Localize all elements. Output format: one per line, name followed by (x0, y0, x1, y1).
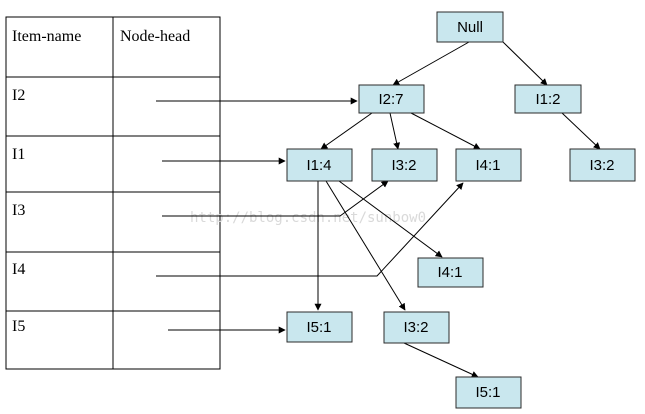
node-links (156, 97, 464, 334)
row-item-i5: I5 (12, 318, 25, 335)
watermark-text: http://blog.csdn.net/sunbow0 (190, 210, 426, 226)
edge-i1-i3 (561, 112, 601, 150)
svg-text:I1:2: I1:2 (535, 91, 560, 108)
node-i3-2-b: I3:2 (383, 311, 450, 344)
row-item-i4: I4 (12, 261, 25, 278)
edge-i3-i5 (403, 342, 479, 378)
node-i1-2: I1:2 (514, 84, 582, 114)
svg-text:I4:1: I4:1 (437, 264, 462, 281)
edge-i2-i3 (389, 112, 401, 150)
row-item-i1: I1 (12, 146, 25, 163)
header-node-head: Node-head (120, 28, 190, 45)
svg-text:I2:7: I2:7 (378, 91, 403, 108)
svg-text:I3:2: I3:2 (403, 319, 428, 336)
svg-text:I5:1: I5:1 (306, 319, 331, 336)
link-i4-head (156, 182, 464, 277)
node-null: Null (436, 11, 504, 43)
svg-text:I3:2: I3:2 (391, 157, 416, 174)
svg-text:I3:2: I3:2 (589, 157, 614, 174)
node-i4-1-b: I4:1 (417, 257, 484, 288)
link-i3-head (162, 180, 389, 217)
node-i2-7: I2:7 (358, 84, 425, 114)
row-item-i3: I3 (12, 202, 25, 219)
svg-text:Null: Null (457, 19, 483, 36)
svg-text:I5:1: I5:1 (475, 384, 500, 401)
node-i5-1-b: I5:1 (455, 376, 522, 409)
header-item-name: Item-name (12, 28, 81, 45)
edge-null-i1 (502, 41, 548, 86)
node-i5-1-a: I5:1 (286, 311, 353, 343)
node-i3-2-a: I3:2 (371, 148, 438, 182)
node-i4-1-a: I4:1 (455, 148, 522, 182)
node-i1-4: I1:4 (286, 148, 353, 182)
edge-i2-i4 (410, 112, 481, 150)
svg-text:I1:4: I1:4 (306, 157, 331, 174)
header-table: Item-name Node-head I2 I1 I3 I4 I5 (5, 16, 221, 370)
svg-text:I4:1: I4:1 (475, 157, 500, 174)
edge-null-i2 (392, 41, 470, 86)
edge-i1-i4 (338, 180, 443, 258)
tree-edges (314, 41, 601, 378)
edge-i2-i1 (320, 112, 373, 150)
node-i3-2-right: I3:2 (569, 148, 636, 182)
row-item-i2: I2 (12, 87, 25, 104)
edge-i1-i3b (325, 180, 406, 311)
